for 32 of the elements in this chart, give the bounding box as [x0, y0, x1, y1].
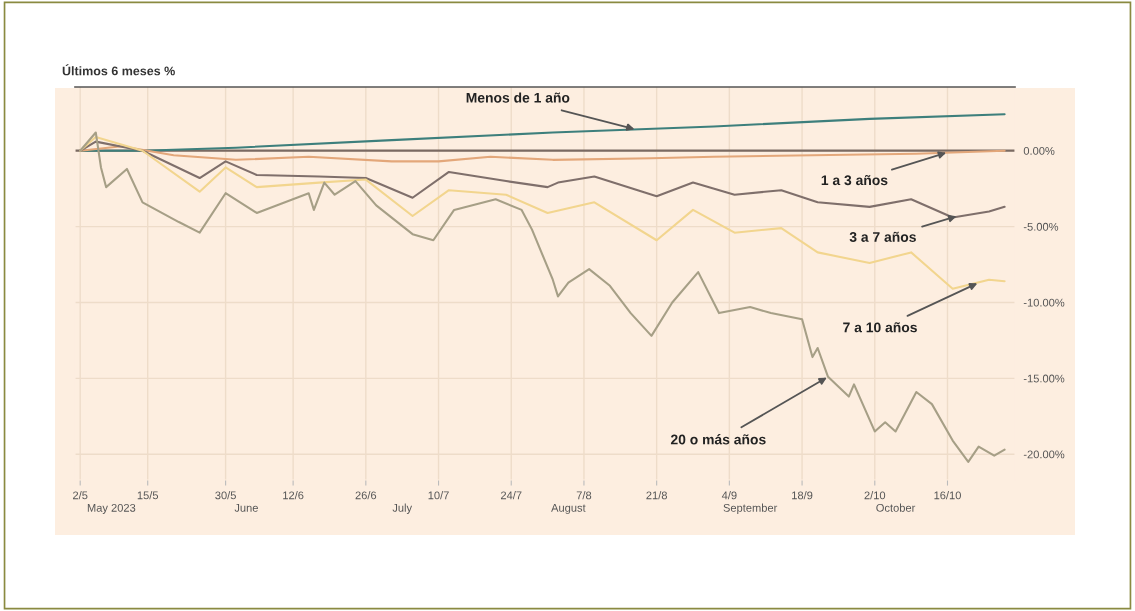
x-tick-label: 12/6: [283, 491, 304, 500]
x-tick-label: 4/9: [721, 491, 737, 500]
x-tick-label: 7/8: [576, 491, 592, 500]
annotation: 1 a 3 años: [821, 174, 888, 186]
x-tick-label: 26/6: [355, 491, 377, 500]
x-tick-label: 15/5: [137, 491, 159, 500]
x-tick-label: 30/5: [215, 491, 236, 500]
y-tick-label: -10.00%: [1023, 298, 1065, 307]
annotation: 7 a 10 años: [843, 322, 917, 333]
y-tick-label: -20.00%: [1023, 450, 1065, 459]
annotation: 20 o más años: [670, 434, 766, 445]
y-tick-label: -15.00%: [1023, 374, 1065, 383]
annotation: Menos de 1 año: [466, 92, 570, 103]
x-tick-label: 2/5: [73, 491, 88, 500]
x-tick-label: 18/9: [792, 491, 813, 500]
line-series: [79, 145, 1006, 163]
x-tick-label: 21/8: [646, 491, 667, 500]
x2-tick-label: May 2023: [87, 503, 136, 514]
x2-tick-label: June: [234, 504, 258, 512]
x2-tick-label: September: [723, 503, 778, 514]
x2-tick-label: October: [876, 503, 916, 512]
line-series: [79, 131, 1006, 463]
y-tick-label: -5.00%: [1023, 222, 1059, 231]
x2-tick-label: August: [551, 504, 586, 514]
x-tick-label: 24/7: [500, 491, 522, 500]
chart-title: Últimos 6 meses %: [62, 64, 175, 76]
y-tick-label: 0.00%: [1023, 147, 1055, 155]
annotation: 3 a 7 años: [849, 231, 916, 242]
x-tick-label: 2/10: [864, 491, 886, 500]
x-tick-label: 16/10: [934, 491, 961, 500]
x-tick-label: 10/7: [428, 491, 449, 500]
x2-tick-label: July: [392, 503, 413, 514]
